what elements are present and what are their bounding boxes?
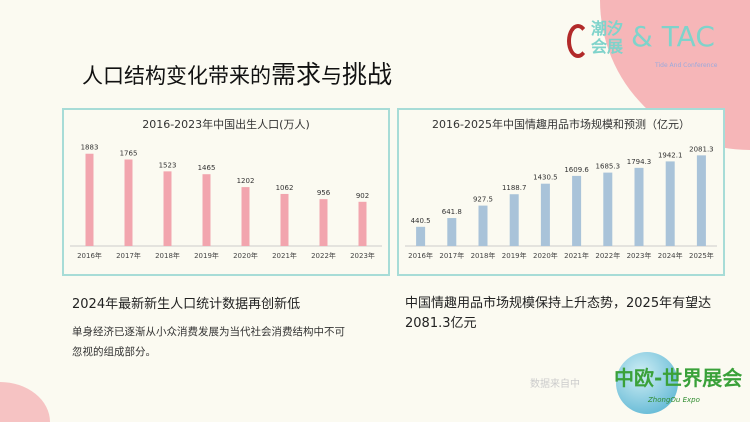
- chart-title: 2016-2023年中国出生人口(万人): [142, 118, 310, 131]
- expo-name: 中欧-世界展会: [614, 366, 743, 390]
- right-headline: 中国情趣用品市场规模保持上升态势，2025年有望达2081.3亿元: [405, 296, 712, 331]
- bar: [696, 155, 706, 246]
- data-label: 1465: [198, 164, 216, 172]
- bar: [163, 171, 172, 246]
- bar: [124, 159, 133, 246]
- logo-tac: & TAC: [631, 20, 715, 53]
- bar: [447, 218, 457, 246]
- left-body: 单身经济已逐渐从小众消费发展为当代社会消费结构中不可忽视的组成部分。: [72, 326, 345, 358]
- bar: [280, 193, 289, 246]
- swirl-icon: [567, 24, 589, 58]
- x-tick-label: 2016年: [408, 251, 433, 260]
- bar: [85, 153, 94, 246]
- x-tick-label: 2024年: [658, 251, 683, 260]
- bar: [416, 226, 426, 246]
- bar: [478, 205, 488, 246]
- bar: [509, 194, 519, 246]
- x-tick-label: 2018年: [471, 251, 496, 260]
- x-tick-label: 2020年: [233, 251, 258, 260]
- market-chart: 440.5 2016年 641.8 2017年 927.5 2018年 1188.7 2019…: [405, 145, 717, 260]
- x-tick-label: 2020年: [533, 251, 558, 260]
- x-tick-label: 2025年: [689, 251, 714, 260]
- data-label: 1685.3: [596, 163, 621, 171]
- data-label: 1883: [81, 144, 99, 152]
- decor-circle: [0, 382, 50, 422]
- bar: [572, 175, 582, 246]
- data-label: 1794.3: [627, 158, 652, 166]
- x-tick-label: 2018年: [155, 251, 180, 260]
- birth-chart-panel: 2016-2023年中国出生人口(万人) 1883 2016年 1765 2017年 1…: [62, 108, 390, 276]
- data-label: 956: [317, 189, 331, 197]
- x-tick-label: 2023年: [627, 251, 652, 260]
- source-note: 数据来自中: [530, 379, 580, 390]
- bar: [540, 183, 550, 246]
- birth-chart: 1883 2016年 1765 2017年 1523 2018年 1465 2019年 1202…: [70, 144, 382, 260]
- logo-sub: Tide And Conference: [655, 62, 718, 69]
- x-tick-label: 2019年: [194, 251, 219, 260]
- left-headline: 2024年最新新生人口统计数据再创新低: [72, 297, 301, 312]
- data-label: 927.5: [473, 196, 493, 204]
- data-label: 1765: [120, 150, 138, 158]
- data-label: 2081.3: [689, 145, 714, 153]
- x-tick-label: 2022年: [311, 251, 336, 260]
- data-label: 1188.7: [502, 184, 527, 192]
- data-label: 641.8: [442, 208, 462, 216]
- bar: [634, 167, 644, 246]
- title-part: 与: [321, 64, 343, 88]
- globe-icon: [616, 352, 678, 414]
- tac-logo: 潮汐 会展 & TAC Tide And Conference: [565, 18, 735, 78]
- logo-text: 潮汐: [591, 19, 624, 38]
- title-part: 挑战: [342, 60, 393, 89]
- x-tick-label: 2019年: [502, 251, 527, 260]
- x-tick-label: 2017年: [116, 251, 141, 260]
- data-label: 440.5: [411, 217, 431, 225]
- bar: [202, 174, 211, 246]
- expo-logo: 中欧-世界展会 ZhongOu Expo: [606, 352, 746, 418]
- bar: [358, 201, 367, 246]
- x-tick-label: 2022年: [595, 251, 620, 260]
- market-chart-panel: 2016-2025年中国情趣用品市场规模和预测（亿元） 440.5 2016年 64…: [397, 108, 725, 276]
- data-label: 1609.6: [564, 166, 589, 174]
- x-tick-label: 2016年: [77, 251, 102, 260]
- data-label: 902: [356, 192, 369, 200]
- x-tick-label: 2023年: [350, 251, 375, 260]
- bar: [319, 199, 328, 246]
- x-tick-label: 2017年: [439, 251, 464, 260]
- x-tick-label: 2021年: [564, 251, 589, 260]
- data-label: 1202: [237, 177, 255, 185]
- expo-en: ZhongOu Expo: [648, 396, 700, 404]
- data-label: 1430.5: [533, 174, 558, 182]
- title-part: 需求: [271, 60, 322, 89]
- bar: [665, 161, 675, 246]
- data-label: 1523: [159, 161, 177, 169]
- page-title: 人口结构变化带来的需求与挑战: [82, 60, 392, 91]
- chart-title: 2016-2025年中国情趣用品市场规模和预测（亿元）: [432, 118, 690, 131]
- bar: [241, 187, 250, 246]
- logo-text: 会展: [591, 37, 624, 56]
- title-part: 人口结构变化带来的: [82, 64, 271, 88]
- x-tick-label: 2021年: [272, 251, 297, 260]
- data-label: 1062: [276, 184, 294, 192]
- bar: [603, 172, 613, 246]
- data-label: 1942.1: [658, 151, 683, 159]
